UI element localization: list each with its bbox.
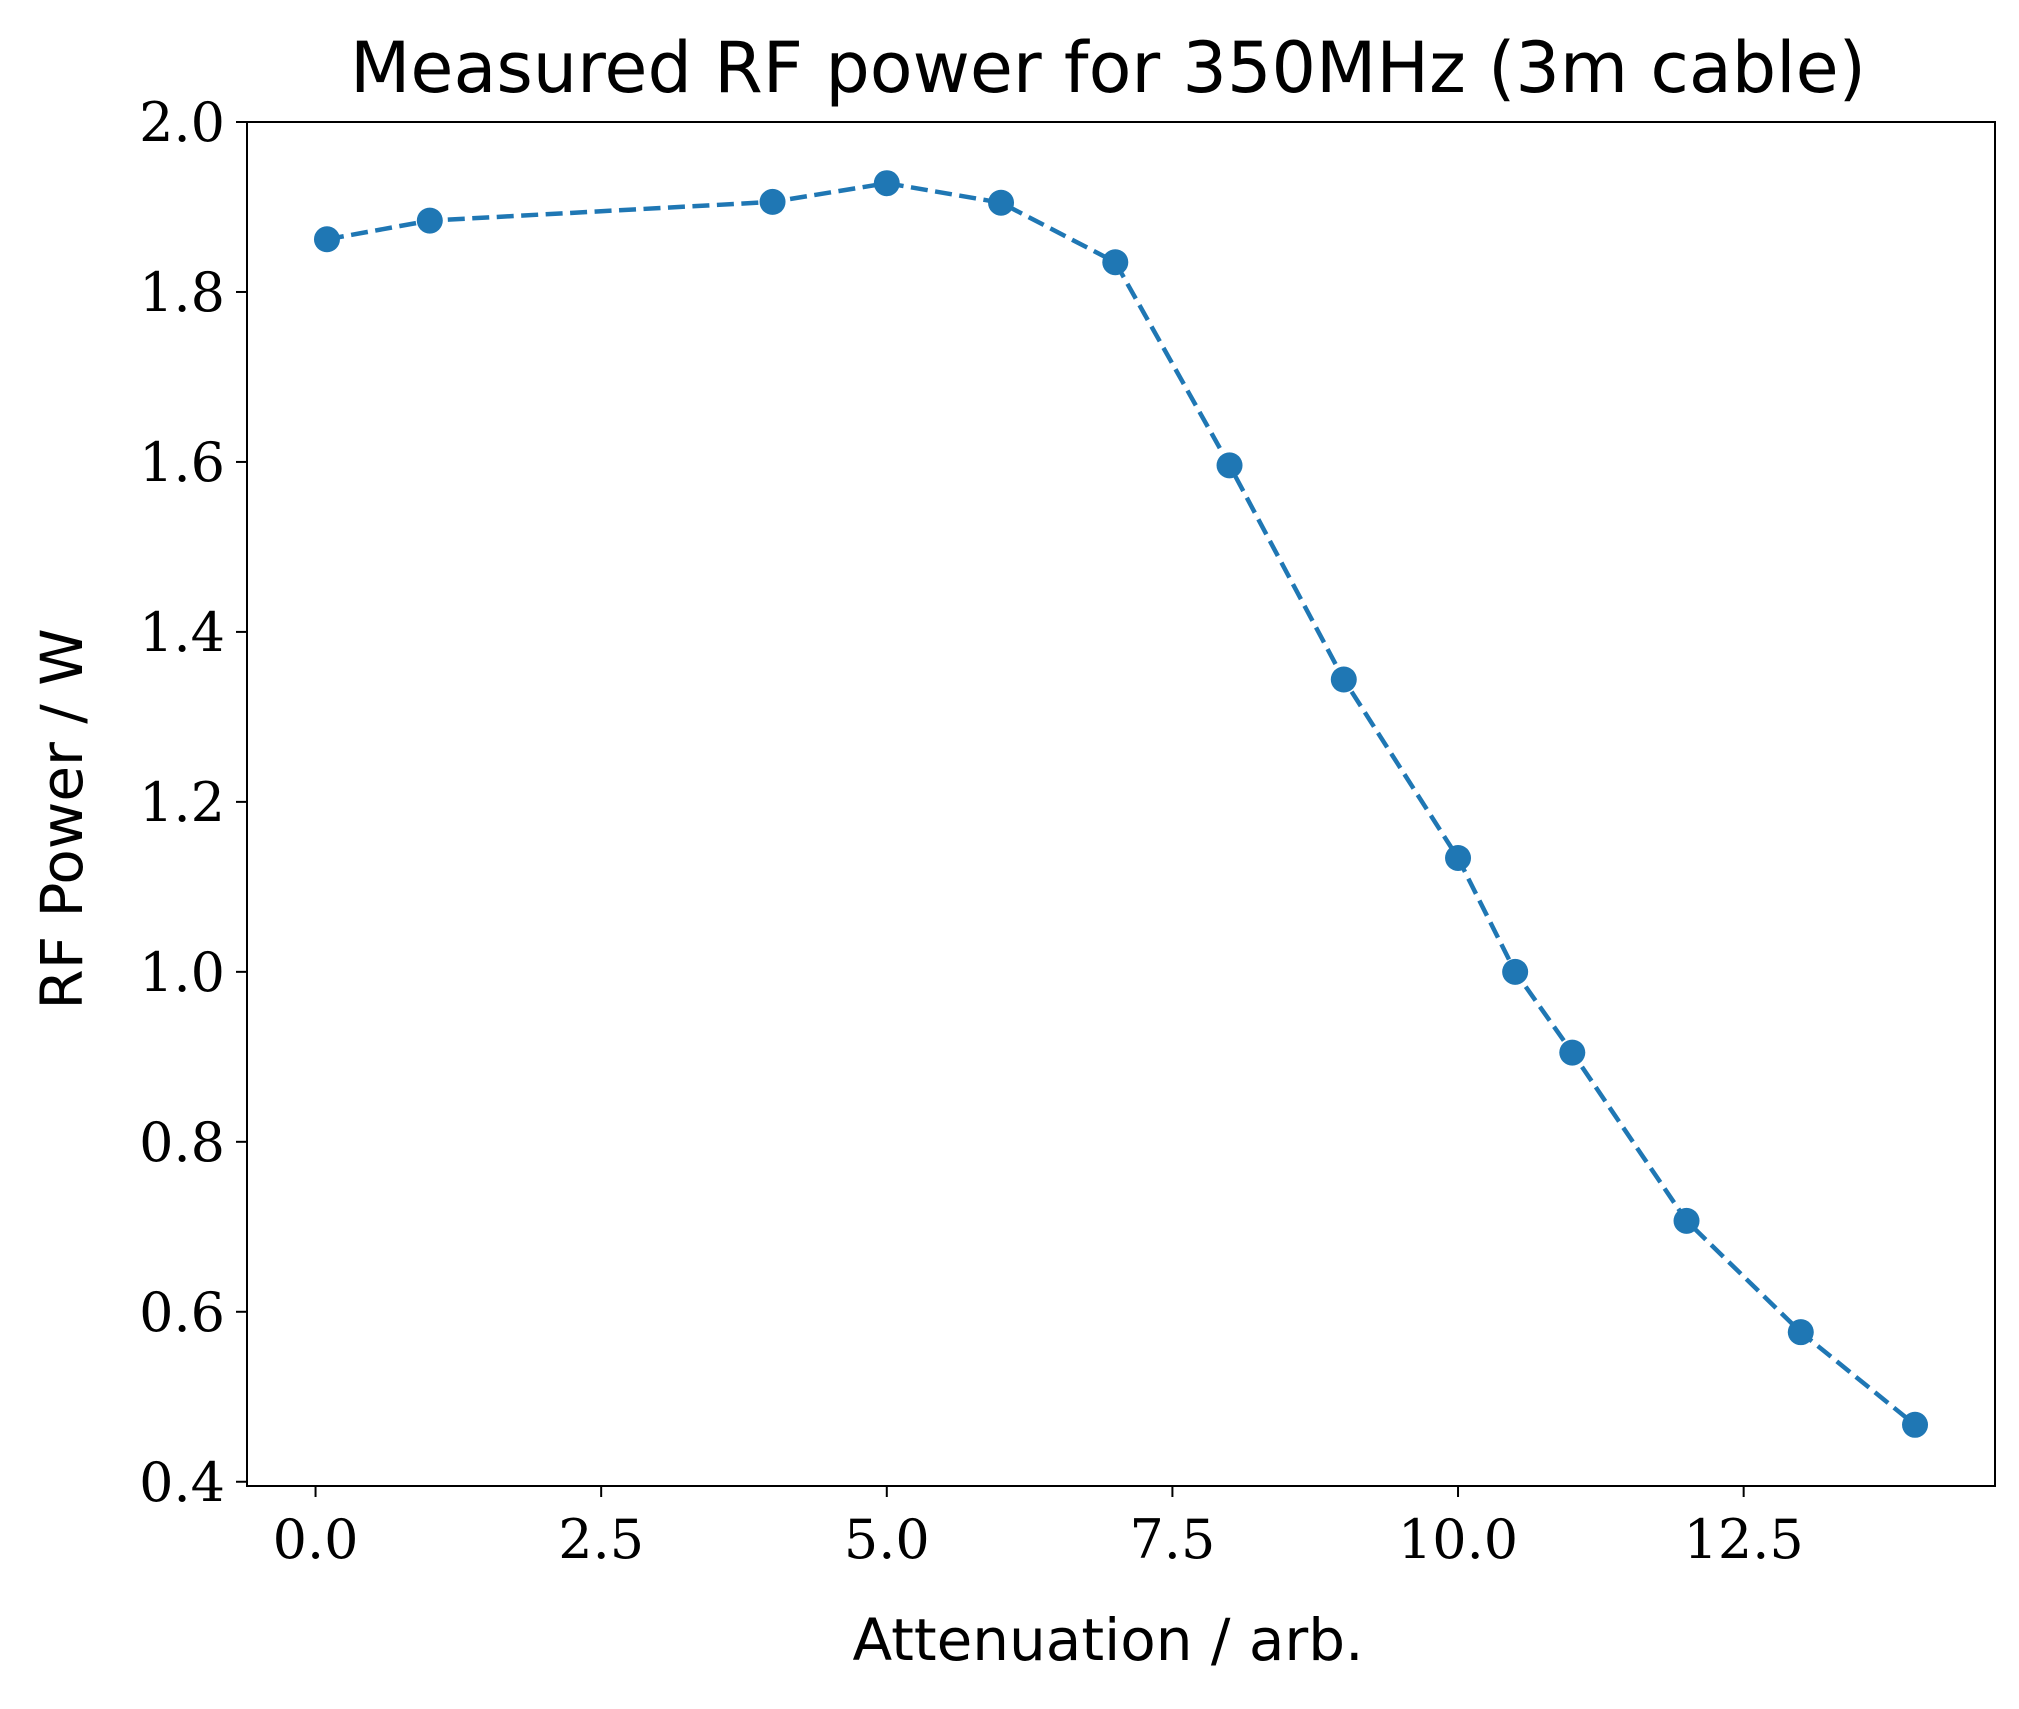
data-point	[1673, 1207, 1700, 1234]
y-tick-label: 1.2	[139, 771, 225, 834]
x-tick-label: 0.0	[273, 1508, 359, 1571]
data-point	[988, 189, 1015, 216]
x-tick-label: 2.5	[558, 1508, 644, 1571]
y-tick-label: 0.6	[139, 1281, 225, 1344]
y-tick-label: 1.0	[139, 941, 225, 1004]
data-point	[1445, 844, 1472, 871]
x-tick-label: 12.5	[1684, 1508, 1804, 1571]
x-tick-label: 7.5	[1129, 1508, 1215, 1571]
x-axis-label: Attenuation / arb.	[852, 1606, 1363, 1674]
y-tick-label: 0.8	[139, 1111, 225, 1174]
data-point	[759, 188, 786, 215]
data-point	[1102, 249, 1129, 276]
y-tick-label: 0.4	[139, 1451, 225, 1514]
data-point	[1559, 1039, 1586, 1066]
x-tick-label: 10.0	[1398, 1508, 1518, 1571]
y-tick-label: 1.6	[139, 431, 225, 494]
chart-title: Measured RF power for 350MHz (3m cable)	[350, 27, 1866, 109]
x-tick-label: 5.0	[844, 1508, 930, 1571]
data-point	[1330, 666, 1357, 693]
data-point	[873, 170, 900, 197]
y-tick-label: 2.0	[139, 91, 225, 154]
y-axis-label: RF Power / W	[28, 628, 96, 1009]
y-tick-label: 1.4	[139, 601, 225, 664]
data-point	[1502, 958, 1529, 985]
axes-frame	[246, 121, 1996, 1487]
data-point	[313, 226, 340, 253]
data-point	[416, 207, 443, 234]
y-tick-label: 1.8	[139, 261, 225, 324]
data-point	[1216, 452, 1243, 479]
data-point	[1787, 1319, 1814, 1346]
plot-area: 0.0 2.5 5.0 7.5 10.0 12.5 0.4 0.6 0.8 1.0 1.2 1.4 1.…	[139, 91, 1996, 1571]
data-point	[1902, 1411, 1929, 1438]
series-line	[326, 180, 1917, 1427]
